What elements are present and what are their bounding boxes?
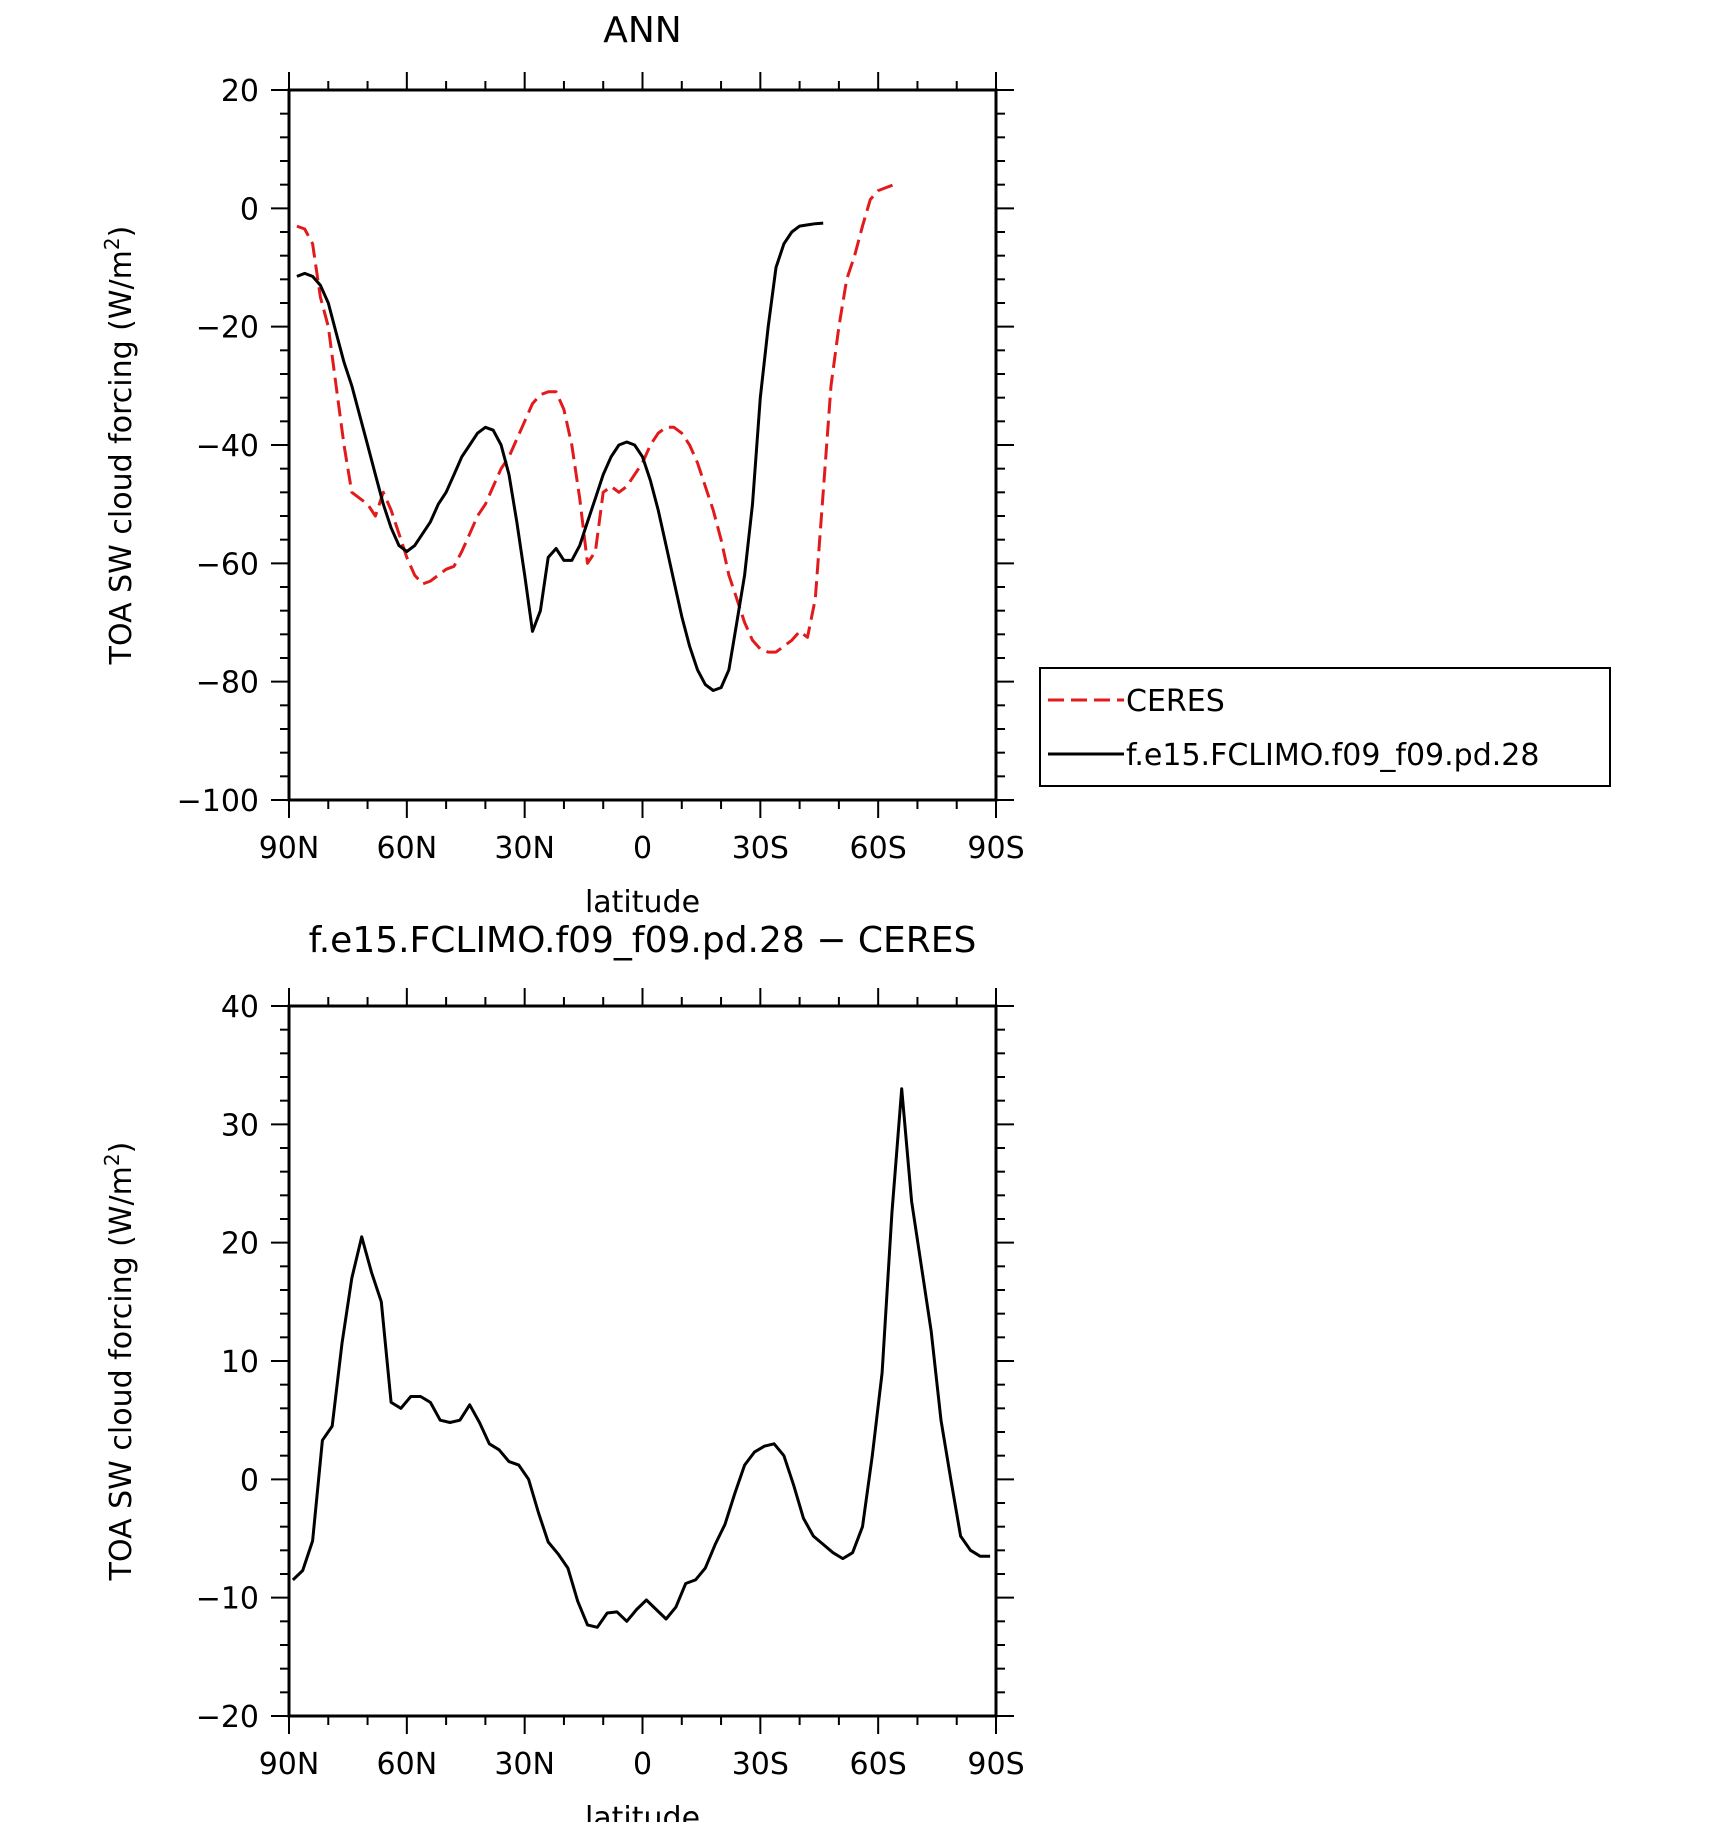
x-tick-label: 30N xyxy=(494,1747,555,1782)
chart-title: f.e15.FCLIMO.f09_f09.pd.28 − CERES xyxy=(309,920,977,961)
y-tick-label: 40 xyxy=(221,990,259,1025)
y-tick-label: 20 xyxy=(221,74,259,109)
y-axis-title: TOA SW cloud forcing (W/m2) xyxy=(100,1142,139,1582)
y-tick-label: 10 xyxy=(221,1345,259,1380)
x-axis-title: latitude xyxy=(585,885,700,920)
y-tick-label: −80 xyxy=(196,666,259,701)
x-tick-label: 60S xyxy=(850,831,907,866)
plot-frame xyxy=(287,1004,998,1718)
y-tick-label: −20 xyxy=(196,1700,259,1735)
x-tick-label: 30N xyxy=(494,831,555,866)
y-tick-label: −40 xyxy=(196,429,259,464)
y-tick-label: −10 xyxy=(196,1582,259,1617)
y-axis-title: TOA SW cloud forcing (W/m2) xyxy=(100,226,139,666)
y-tick-label: −100 xyxy=(177,784,259,819)
x-tick-label: 30S xyxy=(732,831,789,866)
x-tick-label: 0 xyxy=(633,1747,652,1782)
plot-frame xyxy=(287,88,998,802)
y-tick-label: 0 xyxy=(240,1463,259,1498)
x-tick-label: 90S xyxy=(967,1747,1024,1782)
legend-label: f.e15.FCLIMO.f09_f09.pd.28 xyxy=(1126,738,1539,773)
x-tick-label: 60S xyxy=(850,1747,907,1782)
series-line-f-e15-fclimo-f09-f09-pd-28 xyxy=(296,221,824,692)
series-line-difference xyxy=(291,1087,991,1629)
y-tick-label: −60 xyxy=(196,547,259,582)
panel-ann: ANN −100 −80 −60 −40 −20 0 20 90N 60N 30N 0 30S 60S 90… xyxy=(100,10,1611,920)
y-tick-label: 30 xyxy=(221,1108,259,1143)
x-tick-label: 90N xyxy=(259,1747,320,1782)
y-tick-label: 0 xyxy=(240,192,259,227)
legend-box xyxy=(1039,667,1611,787)
x-tick-label: 90N xyxy=(259,831,320,866)
x-tick-label: 60N xyxy=(377,1747,438,1782)
series-line-ceres xyxy=(296,183,895,654)
x-tick-label: 30S xyxy=(732,1747,789,1782)
x-tick-label: 0 xyxy=(633,831,652,866)
legend-label: CERES xyxy=(1126,684,1225,719)
x-tick-label: 60N xyxy=(377,831,438,866)
x-axis-title: latitude xyxy=(585,1801,700,1822)
x-tick-label: 90S xyxy=(967,831,1024,866)
panel-difference: f.e15.FCLIMO.f09_f09.pd.28 − CERES −20 −10… xyxy=(100,920,1025,1822)
chart-title: ANN xyxy=(603,10,682,51)
y-tick-label: 20 xyxy=(221,1227,259,1262)
y-tick-label: −20 xyxy=(196,311,259,346)
